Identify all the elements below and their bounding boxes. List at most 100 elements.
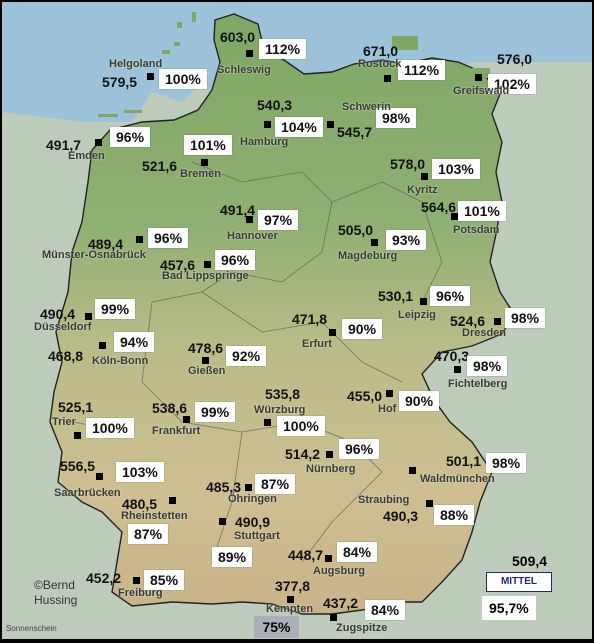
station-value: 452,2 <box>86 570 122 586</box>
station-percent: 87% <box>255 474 296 494</box>
station-value: 538,6 <box>152 400 188 416</box>
station-marker <box>245 484 252 491</box>
station-value: 448,7 <box>288 547 324 563</box>
station-value: 470,3 <box>434 348 470 364</box>
station-percent: 96% <box>215 250 256 270</box>
station-name: Helgoland <box>109 58 163 70</box>
station-marker <box>201 159 208 166</box>
station-percent: 92% <box>226 346 267 366</box>
station-percent: 96% <box>148 228 189 248</box>
station-percent: 96% <box>110 127 151 147</box>
station-marker <box>330 614 337 621</box>
credit-line-2: Hussing <box>34 593 78 607</box>
station-percent: 96% <box>339 439 380 459</box>
station-value: 377,8 <box>275 578 311 594</box>
station-value: 521,6 <box>142 158 178 174</box>
station-marker <box>409 467 416 474</box>
station-value: 525,1 <box>58 399 94 415</box>
station-marker <box>85 313 92 320</box>
station-percent: 100% <box>277 416 325 436</box>
credit-line-1: ©Bernd <box>34 578 75 592</box>
station-name: Saarbrücken <box>54 487 121 499</box>
station-percent: 104% <box>275 117 323 137</box>
station-percent: 100% <box>86 418 134 438</box>
station-marker <box>384 75 391 82</box>
germany-land <box>49 13 515 615</box>
station-percent: 84% <box>337 542 378 562</box>
station-name: Stuttgart <box>234 530 280 542</box>
station-percent: 112% <box>259 39 307 59</box>
station-marker <box>386 390 393 397</box>
station-percent: 99% <box>95 299 136 319</box>
station-marker <box>420 298 427 305</box>
station-name: Rostock <box>358 58 402 70</box>
station-percent: 85% <box>144 570 185 590</box>
station-name: Magdeburg <box>338 250 398 262</box>
station-name: Kempten <box>266 603 314 615</box>
station-name: Frankfurt <box>152 425 201 437</box>
station-value: 490,3 <box>383 508 419 524</box>
station-percent: 101% <box>184 135 232 155</box>
station-value: 505,0 <box>338 222 374 238</box>
station-value: 468,8 <box>48 348 84 364</box>
station-percent: 112% <box>398 60 446 80</box>
station-percent: 103% <box>116 462 164 482</box>
islands <box>98 12 490 117</box>
station-name: Düsseldorf <box>34 321 92 333</box>
station-name: Schwerin <box>342 101 391 113</box>
station-percent: 103% <box>432 159 480 179</box>
station-marker <box>451 213 458 220</box>
station-marker <box>329 329 336 336</box>
station-value: 471,8 <box>292 311 328 327</box>
station-name: Trier <box>52 416 76 428</box>
station-value: 478,6 <box>188 340 224 356</box>
station-name: Leipzig <box>398 309 436 321</box>
station-marker <box>219 518 226 525</box>
station-value: 540,3 <box>257 97 293 113</box>
station-percent: 94% <box>114 332 155 352</box>
station-percent: 93% <box>386 230 427 250</box>
station-marker <box>183 416 190 423</box>
station-percent: 101% <box>458 201 506 221</box>
sunshine-label: Sonnenschein <box>6 624 57 633</box>
station-value: 545,7 <box>337 124 373 140</box>
station-value: 671,0 <box>363 43 399 59</box>
station-value: 579,5 <box>102 74 138 90</box>
station-marker <box>287 596 294 603</box>
station-percent: 99% <box>195 402 236 422</box>
station-value: 535,8 <box>265 386 301 402</box>
station-percent: 90% <box>399 391 440 411</box>
station-marker <box>169 497 176 504</box>
station-percent: 97% <box>258 210 299 230</box>
station-value: 556,5 <box>60 458 96 474</box>
station-name: Straubing <box>358 494 410 506</box>
station-marker <box>326 451 333 458</box>
station-value: 491,4 <box>220 202 256 218</box>
station-marker <box>74 432 81 439</box>
station-name: Bremen <box>180 168 221 180</box>
station-marker <box>371 239 378 246</box>
station-percent: 90% <box>342 319 383 339</box>
station-value: 491,7 <box>46 137 82 153</box>
station-percent: 102% <box>488 74 536 94</box>
station-marker <box>95 139 102 146</box>
alpine-percent-box: 75% <box>254 616 299 638</box>
mean-value: 509,4 <box>512 553 548 569</box>
station-name: Nürnberg <box>306 463 356 475</box>
station-name: Würzburg <box>254 404 306 416</box>
station-value: 489,4 <box>88 236 124 252</box>
station-name: Kyritz <box>407 184 438 196</box>
author-credit: ©Bernd Hussing <box>34 578 77 608</box>
station-name: Dresden <box>462 327 507 339</box>
station-name: Münster-Osnabrück <box>42 249 146 261</box>
station-value: 564,6 <box>421 199 457 215</box>
station-name: Öhringen <box>228 493 277 505</box>
station-percent: 87% <box>128 524 169 544</box>
station-percent: 98% <box>505 308 546 328</box>
station-value: 437,2 <box>323 595 359 611</box>
station-name: Waldmünchen <box>420 473 495 485</box>
station-marker <box>204 261 211 268</box>
station-marker <box>246 216 253 223</box>
station-value: 514,2 <box>285 446 321 462</box>
